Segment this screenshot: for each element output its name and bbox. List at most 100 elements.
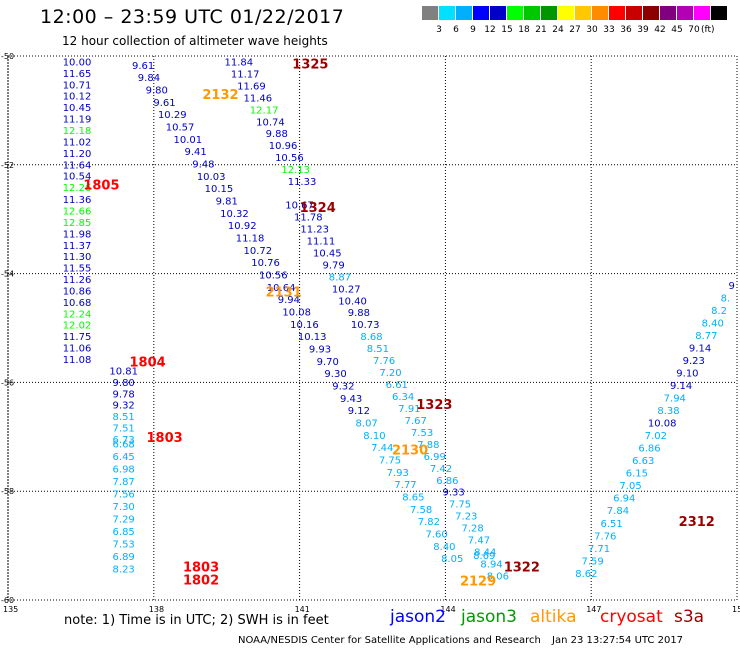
wave-height-value: 8.44 <box>474 548 496 559</box>
legend-swatch <box>660 6 676 20</box>
wave-height-value: 11.20 <box>63 149 92 160</box>
legend-swatch <box>711 6 727 20</box>
legend-label: 70 <box>688 25 700 35</box>
wave-height-value: 10.68 <box>63 298 92 309</box>
wave-height-value: 10.56 <box>259 271 288 282</box>
track-time-label: 1802 <box>183 573 219 588</box>
wave-height-value: 6.85 <box>113 527 135 538</box>
wave-height-value: 11.23 <box>300 224 329 235</box>
source-credit: NOAA/NESDIS Center for Satellite Applica… <box>238 635 541 646</box>
wave-height-value: 9.70 <box>317 357 339 368</box>
wave-height-value: 10.86 <box>63 286 92 297</box>
wave-height-value: 11.84 <box>225 57 254 68</box>
longitude-tick-label: 141 <box>295 605 310 614</box>
map-frame <box>7 55 738 601</box>
wave-height-value: 11.26 <box>63 275 92 286</box>
legend-label: 30 <box>586 25 598 35</box>
wave-height-value: 6.86 <box>638 444 660 455</box>
wave-height-value: 6.15 <box>626 469 648 480</box>
wave-height-value: 7.58 <box>410 505 432 516</box>
wave-height-value: 10.45 <box>63 103 92 114</box>
wave-height-value: 8.10 <box>363 431 385 442</box>
wave-height-value: 6.45 <box>113 452 135 463</box>
satellite-legend-item: jason2 <box>390 607 446 627</box>
legend-label: 21 <box>535 25 547 35</box>
wave-height-value: 7.29 <box>113 514 135 525</box>
track-time-label: 1803 <box>147 431 183 446</box>
wave-height-value: 9.33 <box>443 488 465 499</box>
wave-height-value: 9.81 <box>216 197 238 208</box>
wave-height-value: 12.66 <box>63 206 92 217</box>
legend-label: 42 <box>654 25 666 35</box>
wave-height-value: 7.59 <box>582 556 604 567</box>
wave-height-value: 7.87 <box>113 477 135 488</box>
wave-height-value: 9.10 <box>676 369 698 380</box>
wave-height-value: 10.01 <box>173 135 202 146</box>
wave-height-value: 8.2 <box>711 306 727 317</box>
axis-ticks: 135 138 141 144 147 150 -50 -52 -54 -56 -58 -60 <box>1 52 740 614</box>
wave-height-value: 10.57 <box>166 123 195 134</box>
wave-height-value: 10.96 <box>269 141 298 152</box>
wave-height-value: 12.02 <box>63 321 92 332</box>
wave-height-value: 11.02 <box>63 137 92 148</box>
wave-height-value: 8.51 <box>113 412 135 423</box>
wave-height-value: 8.87 <box>329 272 351 283</box>
wave-height-value: 10.03 <box>197 172 226 183</box>
wave-height-value: 12.18 <box>63 126 92 137</box>
wave-height-value: 12.13 <box>281 165 310 176</box>
latitude-tick-label: -60 <box>1 596 14 605</box>
track-time-label: 1803 <box>183 560 219 575</box>
legend-swatch <box>507 6 523 20</box>
longitude-tick-label: 138 <box>149 605 164 614</box>
legend-label: 15 <box>501 25 513 35</box>
longitude-tick-label: 147 <box>586 605 601 614</box>
legend-label: 45 <box>671 25 683 35</box>
track-time-label: 1324 <box>300 201 336 216</box>
wave-height-value: 8.69 <box>473 551 495 562</box>
wave-height-value: 11.33 <box>288 177 317 188</box>
footnote: note: 1) Time is in UTC; 2) SWH is in fe… <box>64 613 329 628</box>
wave-height-value: 6.68 <box>113 439 135 450</box>
wave-height-value: 11.19 <box>63 115 92 126</box>
wave-height-value: 7.77 <box>394 480 416 491</box>
map-subtitle: 12 hour collection of altimeter wave hei… <box>62 34 328 48</box>
latitude-tick-label: -54 <box>1 270 14 279</box>
legend-swatch <box>456 6 472 20</box>
wave-height-value: 8.40 <box>433 542 455 553</box>
wave-height-value: 11.98 <box>63 229 92 240</box>
wave-height-value: 10.45 <box>313 248 342 259</box>
legend-label: 36 <box>620 25 632 35</box>
wave-height-value: 8.40 <box>702 319 724 330</box>
wave-height-value: 10.32 <box>220 209 249 220</box>
wave-height-value: 9.80 <box>113 378 135 389</box>
wave-height-value: 6.34 <box>392 392 414 403</box>
wave-height-value: 8.62 <box>575 569 597 580</box>
legend-label: 3 <box>436 25 442 35</box>
wave-height-value: 7.76 <box>594 531 616 542</box>
wave-height-value: 11.18 <box>236 234 265 245</box>
wave-height-value: 7.93 <box>387 468 409 479</box>
wave-height-value: 7.56 <box>113 489 135 500</box>
wave-height-value: 9.61 <box>153 98 175 109</box>
wave-height-value: 8.51 <box>367 344 389 355</box>
latitude-tick-label: -56 <box>1 378 14 387</box>
wave-height-value: 7.53 <box>113 539 135 550</box>
wave-height-value: 8.94 <box>480 560 502 571</box>
wave-height-value: 6.86 <box>436 476 458 487</box>
wave-height-value: 7.30 <box>113 502 135 513</box>
wave-height-value: 7.44 <box>371 443 393 454</box>
legend-swatch <box>541 6 557 20</box>
wave-height-value: 10.29 <box>158 110 187 121</box>
track-time-label: 2132 <box>202 88 238 103</box>
track-time-label: 1325 <box>292 58 328 73</box>
wave-height-value: 10.67 <box>285 201 314 212</box>
wave-height-value: 11.36 <box>63 195 92 206</box>
wave-height-value: 7.60 <box>426 530 448 541</box>
wave-height-value: 6.99 <box>424 452 446 463</box>
wave-height-value: 8.77 <box>695 331 717 342</box>
wave-height-value: 9.93 <box>309 345 331 356</box>
wave-height-value: 7.75 <box>449 500 471 511</box>
wave-height-value: 11.78 <box>294 212 323 223</box>
wave-height-value: 7.28 <box>461 524 483 535</box>
